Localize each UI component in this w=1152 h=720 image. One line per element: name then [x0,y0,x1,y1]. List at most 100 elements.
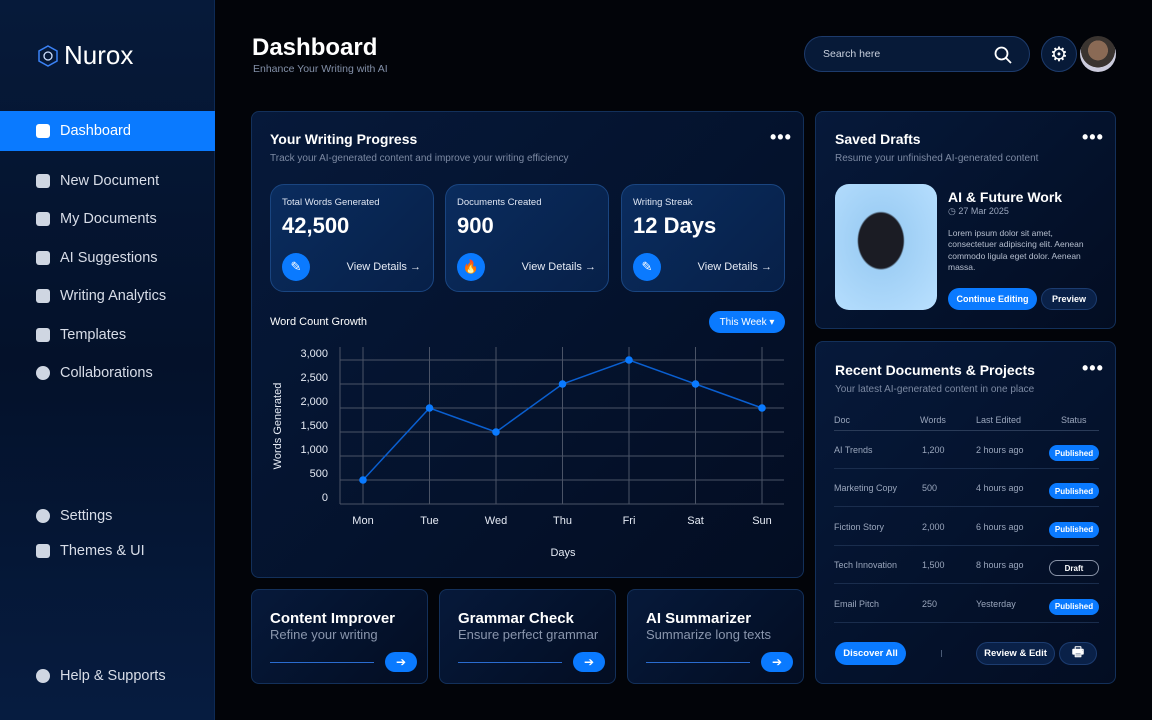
print-button[interactable]: 🖶 [1059,642,1097,665]
divider [458,662,562,663]
tool-card-content-improver[interactable]: Content Improver Refine your writing ➔ [251,589,428,684]
page-subtitle: Enhance Your Writing with AI [253,63,388,75]
sidebar-item-dashboard[interactable]: Dashboard [0,111,215,151]
pen-icon: ✎ [282,253,310,281]
view-details-link[interactable]: View Details → [697,261,772,273]
col-doc: Doc [834,415,851,425]
status-badge: Draft [1049,560,1099,577]
nav-label: Templates [60,327,127,343]
bar-chart-icon [36,289,50,303]
arrow-right-icon[interactable]: ➔ [761,652,793,672]
word-count: 2,000 [922,521,945,532]
table-row[interactable]: Tech Innovation 1,500 8 hours ago Draft [834,546,1099,585]
stat-card-documents: Documents Created 900 🔥 View Details → [445,184,609,292]
arrow-right-icon[interactable]: ➔ [573,652,605,672]
col-words: Words [920,415,946,425]
tool-title: AI Summarizer [646,610,752,627]
tool-subtitle: Refine your writing [270,627,378,642]
draft-date: ◷ 27 Mar 2025 [948,206,1009,217]
chart-title: Word Count Growth [270,316,368,328]
avatar[interactable] [1080,36,1116,72]
preview-button[interactable]: Preview [1041,288,1097,310]
search-placeholder: Search here [823,48,881,60]
paint-roller-icon [36,544,50,558]
help-icon [36,669,50,683]
sidebar-item-ai-suggestions[interactable]: AI Suggestions [0,238,215,278]
sidebar-item-themes[interactable]: Themes & UI [0,531,215,571]
fire-icon: 🔥 [457,253,485,281]
view-details-link[interactable]: View Details → [521,261,596,273]
stat-value: 900 [457,213,494,238]
period-dropdown[interactable]: This Week ▾ [709,311,785,333]
continue-editing-button[interactable]: Continue Editing [948,288,1037,310]
sidebar-item-writing-analytics[interactable]: Writing Analytics [0,276,215,316]
more-options-icon[interactable]: ••• [770,127,792,147]
nav-label: Writing Analytics [60,288,167,304]
stat-label: Writing Streak [633,197,693,208]
table-row[interactable]: AI Trends 1,200 2 hours ago Published [834,431,1099,469]
card-subtitle: Track your AI-generated content and impr… [270,153,569,164]
nav-label: New Document [60,173,160,189]
last-edited: 6 hours ago [976,521,1024,532]
word-count: 500 [922,483,938,494]
tool-card-grammar-check[interactable]: Grammar Check Ensure perfect grammar ➔ [439,589,616,684]
logo-icon [38,44,58,67]
card-subtitle: Your latest AI-generated content in one … [835,384,1035,395]
gear-icon: ⚙ [1050,43,1068,66]
last-edited: Yesterday [976,598,1016,609]
draft-excerpt: Lorem ipsum dolor sit amet, consectetuer… [948,228,1084,272]
card-title: Recent Documents & Projects [835,362,1035,378]
stat-label: Total Words Generated [282,197,380,208]
search-icon[interactable] [993,45,1013,65]
settings-button[interactable]: ⚙ [1041,36,1077,72]
sidebar-item-settings[interactable]: Settings [0,496,215,536]
tool-title: Content Improver [270,610,396,627]
gear-icon [36,509,50,523]
review-edit-button[interactable]: Review & Edit [976,642,1055,665]
search-input[interactable]: Search here [804,36,1030,72]
table-row[interactable]: Marketing Copy 500 4 hours ago Published [834,469,1099,508]
doc-name: Marketing Copy [834,483,898,494]
stat-card-words: Total Words Generated 42,500 ✎ View Details… [270,184,434,292]
view-details-link[interactable]: View Details → [346,261,421,273]
doc-name: Email Pitch [834,598,880,609]
nav-label: My Documents [60,211,157,227]
new-document-icon [36,174,50,188]
doc-name: Tech Innovation [834,560,898,571]
word-count: 250 [922,598,938,609]
tool-subtitle: Summarize long texts [646,627,771,642]
sidebar-item-my-documents[interactable]: My Documents [0,199,215,239]
nav-label: Collaborations [60,365,153,381]
tool-card-ai-summarizer[interactable]: AI Summarizer Summarize long texts ➔ [627,589,804,684]
table-row[interactable]: Email Pitch 250 Yesterday Published [834,585,1099,623]
divider [270,662,374,663]
printer-icon: 🖶 [1071,643,1085,659]
template-icon [36,328,50,342]
last-edited: 8 hours ago [976,560,1024,571]
table-row[interactable]: Fiction Story 2,000 6 hours ago Publishe… [834,508,1099,546]
discover-all-button[interactable]: Discover All [835,642,906,665]
table-header: Doc Words Last Edited Status [834,405,1099,431]
card-title: Saved Drafts [835,131,921,147]
doc-name: Fiction Story [834,521,885,532]
sidebar-item-new-document[interactable]: New Document [0,161,215,201]
divider [941,650,942,657]
stat-value: 12 Days [633,213,717,238]
stat-label: Documents Created [457,197,542,208]
sidebar-item-templates[interactable]: Templates [0,315,215,355]
word-count: 1,500 [922,560,945,571]
pen-icon: ✎ [633,253,661,281]
arrow-right-icon[interactable]: ➔ [385,652,417,672]
draft-title: AI & Future Work [948,189,1063,205]
nav-label: Help & Supports [60,668,166,684]
date-text: 27 Mar 2025 [958,206,1009,216]
clock-icon: ◷ [948,206,959,216]
nav-label: Settings [60,508,113,524]
sidebar-item-help[interactable]: Help & Supports [0,656,215,696]
draft-thumbnail[interactable] [835,184,937,310]
more-options-icon[interactable]: ••• [1082,127,1104,147]
sidebar-item-collaborations[interactable]: Collaborations [0,353,215,393]
recent-documents-card [815,341,1116,684]
word-count: 1,200 [922,445,945,455]
more-options-icon[interactable]: ••• [1082,358,1104,378]
